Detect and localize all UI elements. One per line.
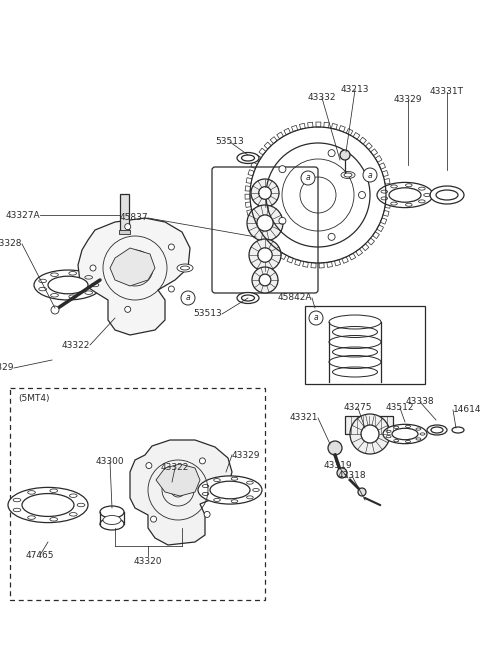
Ellipse shape	[436, 190, 458, 200]
Circle shape	[251, 179, 279, 207]
Ellipse shape	[237, 153, 259, 164]
Circle shape	[51, 306, 59, 314]
Text: 43322: 43322	[61, 341, 90, 350]
Text: 43322: 43322	[161, 464, 189, 472]
Ellipse shape	[237, 293, 259, 303]
Circle shape	[363, 168, 377, 182]
Circle shape	[359, 191, 365, 198]
Ellipse shape	[427, 425, 447, 435]
Circle shape	[328, 441, 342, 455]
Circle shape	[358, 488, 366, 496]
Bar	[10, 388, 265, 600]
Text: 43328: 43328	[0, 240, 22, 248]
Circle shape	[328, 149, 335, 157]
Text: 43332: 43332	[308, 94, 336, 102]
Circle shape	[279, 166, 286, 173]
Circle shape	[168, 244, 174, 250]
Polygon shape	[110, 248, 155, 286]
Polygon shape	[78, 218, 190, 335]
Text: 43213: 43213	[341, 86, 369, 94]
Ellipse shape	[392, 428, 418, 440]
Ellipse shape	[100, 518, 124, 530]
Circle shape	[258, 248, 272, 262]
Ellipse shape	[34, 270, 102, 300]
Ellipse shape	[389, 188, 421, 202]
Text: 45842A: 45842A	[277, 293, 312, 303]
Ellipse shape	[241, 155, 254, 161]
Circle shape	[199, 458, 205, 464]
Text: 43338: 43338	[406, 398, 434, 407]
Circle shape	[259, 274, 271, 286]
Circle shape	[279, 217, 286, 225]
Ellipse shape	[341, 172, 355, 179]
Text: 43320: 43320	[134, 557, 162, 567]
Circle shape	[309, 311, 323, 325]
Circle shape	[247, 205, 283, 241]
Circle shape	[252, 267, 278, 293]
Ellipse shape	[431, 427, 443, 433]
Ellipse shape	[430, 186, 464, 204]
Text: 43275: 43275	[344, 403, 372, 413]
Circle shape	[259, 187, 271, 199]
Ellipse shape	[180, 266, 190, 270]
Text: a: a	[368, 170, 372, 179]
Circle shape	[257, 215, 273, 231]
Text: 14614: 14614	[453, 405, 480, 415]
Circle shape	[146, 462, 152, 468]
Text: 43512: 43512	[386, 403, 414, 413]
Text: 43327A: 43327A	[5, 210, 40, 219]
Circle shape	[125, 307, 131, 312]
Circle shape	[301, 171, 315, 185]
Circle shape	[350, 414, 390, 454]
Circle shape	[168, 286, 174, 292]
Ellipse shape	[177, 264, 193, 272]
Bar	[305, 306, 425, 384]
Text: 43318: 43318	[338, 472, 366, 481]
Ellipse shape	[210, 481, 250, 499]
Bar	[119, 230, 130, 234]
Text: 47465: 47465	[26, 550, 54, 559]
Text: a: a	[186, 293, 190, 303]
Circle shape	[340, 150, 350, 160]
Ellipse shape	[241, 295, 254, 301]
Bar	[120, 194, 129, 232]
Ellipse shape	[8, 487, 88, 523]
Text: 43329: 43329	[0, 364, 14, 373]
Text: 53513: 53513	[193, 310, 222, 318]
Polygon shape	[130, 440, 232, 545]
Circle shape	[361, 425, 379, 443]
Text: 43319: 43319	[324, 462, 352, 470]
Bar	[345, 416, 393, 434]
Circle shape	[181, 291, 195, 305]
Circle shape	[125, 223, 131, 230]
Circle shape	[90, 265, 96, 271]
Text: 43329: 43329	[394, 96, 422, 105]
Ellipse shape	[48, 276, 88, 294]
Text: 53513: 53513	[216, 138, 244, 147]
Ellipse shape	[198, 476, 262, 504]
Circle shape	[204, 512, 210, 517]
Text: a: a	[314, 314, 318, 322]
Text: 43329: 43329	[232, 451, 261, 460]
Circle shape	[151, 516, 156, 522]
Circle shape	[249, 239, 281, 271]
Text: 43331T: 43331T	[430, 88, 464, 96]
Ellipse shape	[22, 494, 74, 516]
Circle shape	[328, 233, 335, 240]
Ellipse shape	[103, 515, 121, 525]
Ellipse shape	[100, 506, 124, 518]
Ellipse shape	[344, 173, 352, 177]
Polygon shape	[156, 464, 200, 496]
Text: 45837: 45837	[120, 214, 148, 223]
Text: (5MT4): (5MT4)	[18, 394, 49, 403]
Text: 43300: 43300	[96, 457, 124, 466]
Text: a: a	[306, 174, 310, 183]
Text: 43321: 43321	[289, 413, 318, 422]
Ellipse shape	[383, 424, 427, 443]
Ellipse shape	[377, 182, 433, 208]
Circle shape	[337, 468, 347, 478]
